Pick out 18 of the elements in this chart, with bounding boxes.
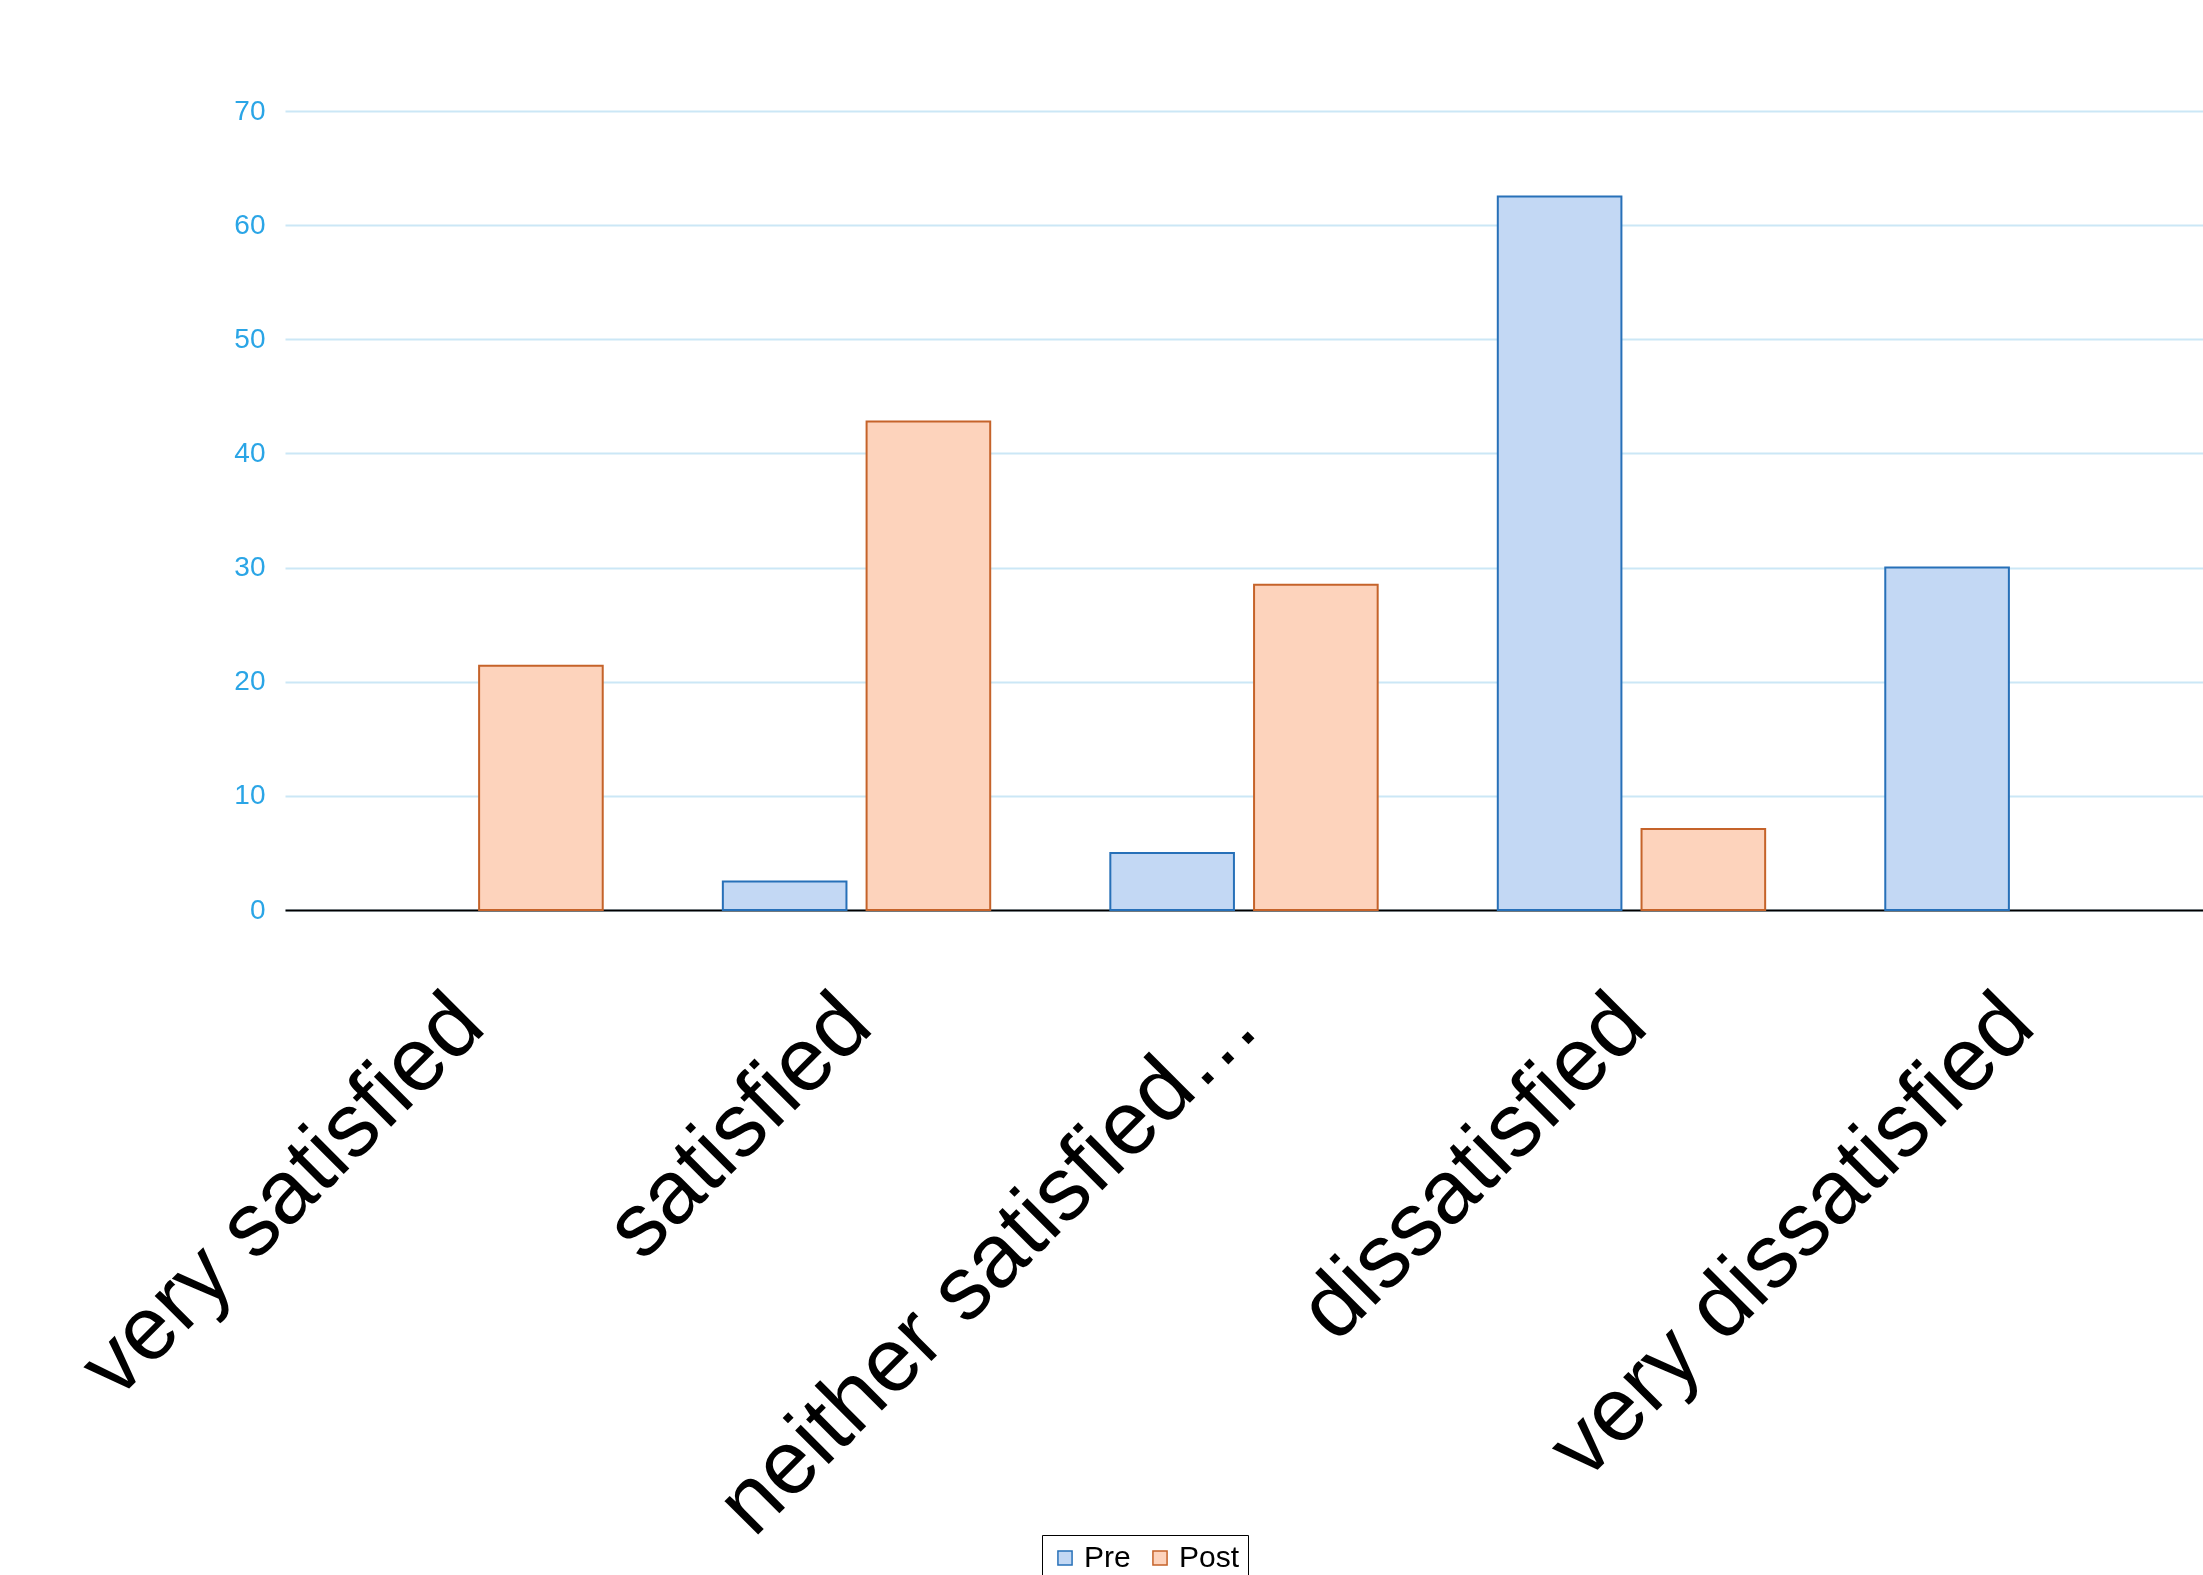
bar <box>865 420 992 911</box>
bar <box>1496 195 1623 911</box>
y-tick-label: 0 <box>249 893 266 925</box>
bar <box>478 664 604 911</box>
legend-label: Pre <box>1084 1540 1131 1573</box>
bar <box>1253 583 1379 911</box>
y-tick-label: 20 <box>234 665 266 697</box>
y-tick-label: 40 <box>234 436 266 468</box>
y-tick-label: 50 <box>234 322 266 354</box>
bar <box>721 880 848 911</box>
y-tick-label: 60 <box>234 208 266 240</box>
y-tick-label: 70 <box>234 94 266 126</box>
bar <box>1109 851 1235 911</box>
bar <box>1640 827 1767 911</box>
y-tick-label: 30 <box>234 551 266 583</box>
legend-label: Post <box>1179 1540 1240 1573</box>
y-tick-label: 10 <box>234 779 266 811</box>
bar <box>1884 566 2010 911</box>
